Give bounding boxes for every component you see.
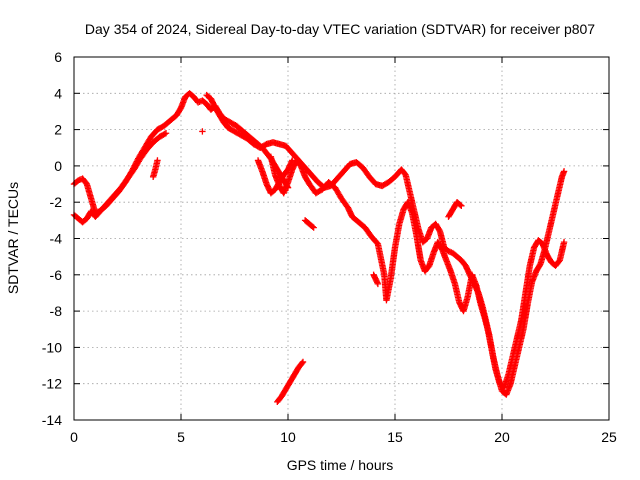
data-point-marker	[457, 201, 464, 209]
chart-title: Day 354 of 2024, Sidereal Day-to-day VTE…	[85, 21, 595, 37]
y-tick-label: 4	[54, 85, 62, 101]
data-point-marker	[374, 280, 382, 288]
x-tick-label: 20	[494, 429, 510, 445]
series-track-b	[70, 130, 170, 226]
series-track-j	[199, 128, 206, 135]
x-tick-label: 15	[387, 429, 403, 445]
y-tick-label: 0	[54, 158, 62, 174]
y-tick-labels: -14 -12 -10 -8 -6 -4 -2 0 2 4 6	[42, 49, 62, 428]
x-tick-label: 10	[280, 429, 296, 445]
y-axis-title: SDTVAR / TECUs	[5, 182, 21, 294]
y-tick-label: -6	[50, 267, 63, 283]
data-point-marker	[560, 238, 568, 246]
data-point-marker	[289, 157, 296, 164]
y-tick-label: -10	[42, 339, 62, 355]
data-point-marker	[309, 223, 316, 230]
y-tick-label: -4	[50, 231, 63, 247]
y-tick-label: -12	[42, 376, 62, 392]
series-track-k	[274, 358, 307, 406]
x-tick-label: 5	[177, 429, 185, 445]
axis-ticks	[73, 56, 610, 421]
y-tick-label: -8	[50, 303, 63, 319]
y-tick-label: 2	[54, 122, 62, 138]
data-points	[70, 90, 568, 406]
y-tick-label: -14	[42, 412, 62, 428]
x-tick-labels: 0 5 10 15 20 25	[70, 429, 617, 445]
data-point-marker	[310, 224, 317, 231]
series-track-h	[370, 271, 382, 288]
series-track-i	[149, 157, 161, 180]
data-point-marker	[298, 359, 306, 367]
x-tick-label: 25	[601, 429, 617, 445]
x-tick-label: 0	[70, 429, 78, 445]
data-point-marker	[162, 130, 170, 137]
data-point-marker	[458, 202, 465, 210]
series-track-f	[445, 199, 465, 220]
x-axis-title: GPS time / hours	[287, 457, 394, 473]
y-tick-label: -2	[50, 194, 63, 210]
data-point-marker	[560, 168, 568, 175]
series-track-e	[254, 157, 296, 197]
series-track-g	[301, 217, 317, 231]
data-point-marker	[161, 130, 168, 138]
data-point-marker	[154, 157, 161, 164]
y-tick-label: 6	[54, 49, 62, 65]
data-point-marker	[199, 128, 206, 135]
data-point-marker	[299, 358, 307, 366]
